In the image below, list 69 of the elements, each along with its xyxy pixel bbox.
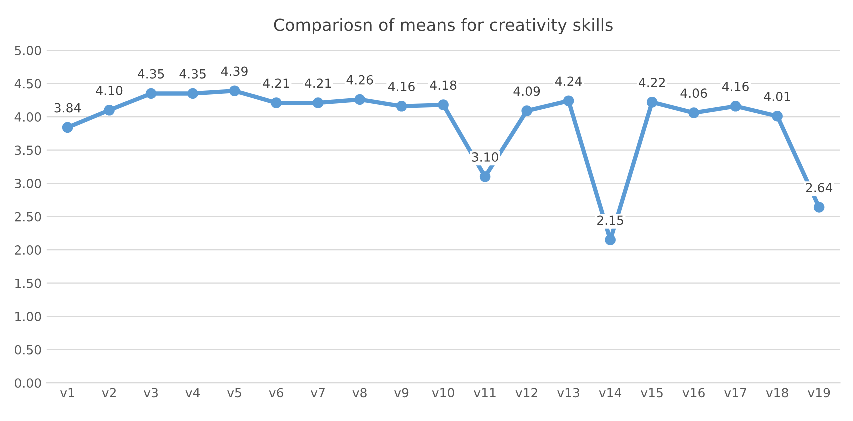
data-label: 3.10 [472, 152, 498, 162]
y-tick-label: 3.00 [15, 179, 42, 188]
data-label: 4.01 [764, 92, 790, 102]
point [354, 94, 366, 106]
x-tick-label: v5 [227, 388, 242, 398]
y-tick-label: 0.00 [15, 378, 42, 388]
point [563, 96, 574, 106]
x-tick-label: v1 [60, 388, 74, 398]
data-label: 4.35 [138, 69, 164, 79]
data-label: 4.26 [346, 75, 374, 85]
data-label: 2.64 [806, 183, 833, 193]
x-tick-label: v13 [558, 388, 580, 398]
point [229, 86, 240, 96]
x-tick-label: v4 [186, 388, 200, 398]
y-tick-label: 2.00 [15, 246, 42, 255]
point [312, 98, 324, 108]
x-tick-label: v6 [269, 388, 284, 398]
y-tick-label: 1.00 [16, 312, 42, 322]
data-label: 4.24 [556, 76, 582, 86]
point [62, 122, 74, 134]
y-tick-label: 4.50 [14, 79, 42, 89]
y-tick-label: 1.50 [16, 278, 42, 288]
x-tick-label: v11 [474, 388, 496, 398]
x-tick-label: v10 [432, 388, 454, 398]
x-tick-label: v3 [144, 388, 158, 398]
data-label: 4.10 [96, 86, 123, 96]
point [605, 234, 616, 246]
data-label: 4.35 [180, 69, 206, 79]
data-label: 4.16 [388, 82, 415, 92]
point [814, 202, 825, 213]
y-tick-label: 4.00 [14, 112, 42, 122]
data-label: 4.21 [305, 78, 332, 88]
point [730, 101, 742, 112]
point [146, 88, 157, 100]
data-label: 4.09 [514, 86, 540, 96]
data-label: 4.06 [680, 88, 708, 98]
x-tick-label: v15 [641, 388, 663, 398]
data-label: 4.21 [263, 78, 290, 88]
point [522, 106, 532, 116]
data-label: 4.18 [430, 80, 457, 90]
x-tick-label: v7 [311, 388, 325, 398]
data-label: 3.84 [54, 103, 82, 113]
data-label: 4.22 [639, 78, 665, 88]
data-label: 2.15 [598, 216, 624, 226]
point [188, 88, 198, 100]
x-tick-label: v16 [682, 388, 705, 398]
y-tick-label: 3.50 [15, 146, 42, 156]
y-tick-label: 0.50 [15, 345, 42, 355]
point [396, 101, 408, 112]
point [271, 98, 282, 108]
x-tick-label: v14 [599, 388, 622, 398]
x-tick-label: v8 [352, 388, 367, 398]
point [646, 97, 658, 108]
point [688, 108, 700, 118]
point [772, 110, 783, 122]
x-tick-label: v2 [102, 388, 116, 398]
y-tick-label: 5.00 [15, 46, 42, 56]
data-label: 4.16 [722, 82, 749, 92]
point [104, 105, 115, 116]
y-tick-label: 2.50 [15, 212, 42, 222]
point [480, 172, 491, 182]
x-tick-label: v17 [724, 388, 746, 398]
x-tick-label: v9 [394, 388, 409, 398]
x-tick-label: v12 [516, 388, 538, 398]
point [438, 100, 449, 110]
x-tick-label: v18 [766, 388, 788, 398]
data-label: 4.39 [221, 66, 248, 76]
chart-title: Compariosn of means for creativity skills [274, 18, 613, 35]
x-tick-label: v19 [808, 388, 830, 398]
